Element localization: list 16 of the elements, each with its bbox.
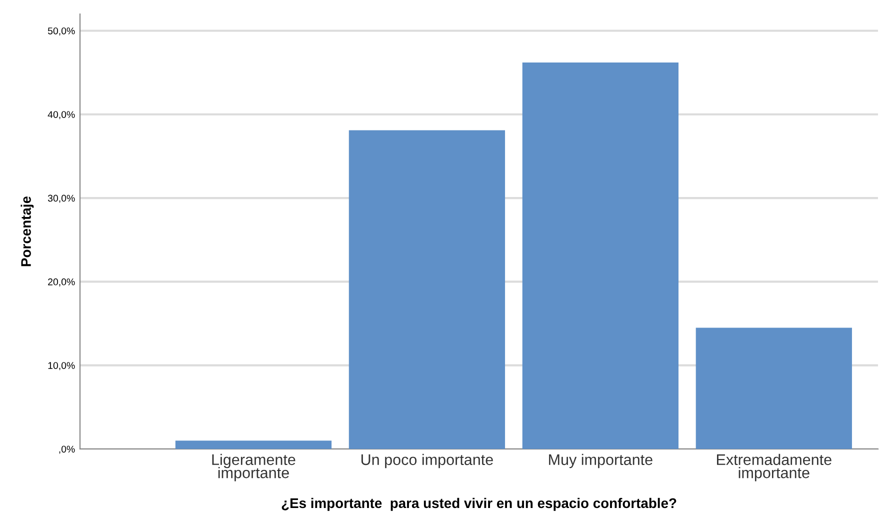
- bar: [348, 130, 506, 449]
- bar: [696, 328, 852, 449]
- x-tick-label: Muy importante: [549, 454, 652, 468]
- y-tick-label: 20,0%: [48, 278, 75, 286]
- x-tick-label: Extremadamente importante: [717, 454, 832, 482]
- y-tick-label: 30,0%: [48, 194, 75, 203]
- bar: [175, 440, 332, 449]
- bar: [522, 62, 678, 449]
- x-tick-label: Un poco importante: [361, 454, 493, 468]
- y-tick-label: ,0%: [59, 446, 75, 454]
- y-axis-title: Porcentaje: [20, 196, 34, 266]
- y-tick-label: 40,0%: [48, 111, 75, 120]
- y-tick-label: 50,0%: [48, 27, 75, 36]
- x-axis-title: ¿Es importante para usted vivir en un espacio confortable?: [282, 498, 676, 511]
- y-tick-label: 10,0%: [48, 362, 75, 370]
- x-tick-label: Ligeramente importante: [212, 454, 296, 482]
